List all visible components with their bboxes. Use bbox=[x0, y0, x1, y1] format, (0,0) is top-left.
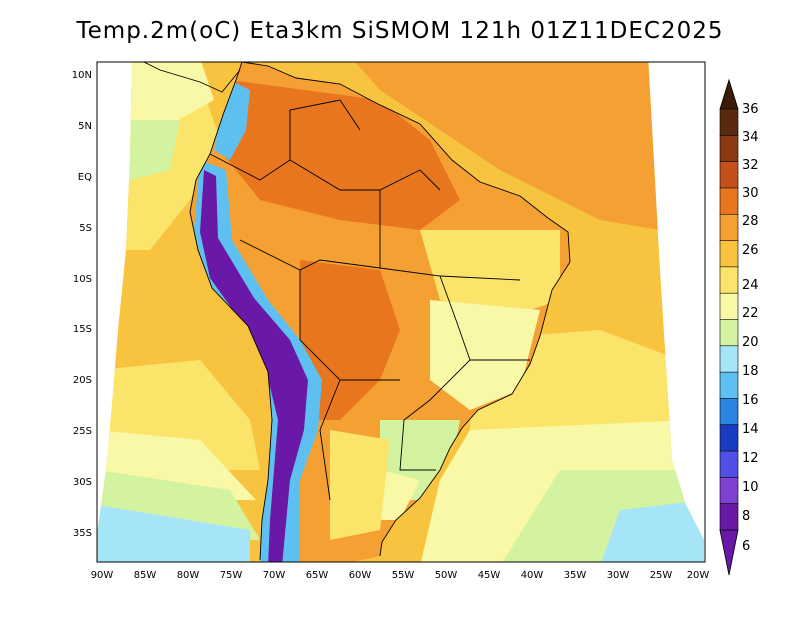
lat-tick-label: 30S bbox=[73, 477, 92, 488]
lon-tick-label: 45W bbox=[478, 570, 501, 581]
lon-tick-label: 90W bbox=[91, 570, 114, 581]
lat-tick-label: 20S bbox=[73, 375, 92, 386]
country-borders bbox=[189, 62, 571, 561]
lon-tick-label: 70W bbox=[263, 570, 286, 581]
map-title: Temp.2m(oC) Eta3km SiSMOM 121h 01Z11DEC2… bbox=[76, 18, 724, 44]
lon-tick-label: 85W bbox=[134, 570, 157, 581]
lat-tick-label: EQ bbox=[78, 172, 92, 183]
lat-tick-label: 10S bbox=[73, 274, 92, 285]
lon-tick-label: 55W bbox=[392, 570, 415, 581]
colorbar-swatch bbox=[719, 371, 739, 400]
colorbar-swatch bbox=[719, 108, 739, 137]
lat-tick-label: 25S bbox=[73, 426, 92, 437]
colorbar-label: 36 bbox=[742, 102, 759, 117]
lon-tick-label: 65W bbox=[306, 570, 329, 581]
lon-tick-label: 40W bbox=[521, 570, 544, 581]
colorbar-swatch bbox=[719, 450, 739, 479]
colorbar-label: 20 bbox=[742, 335, 759, 350]
lat-tick-label: 5S bbox=[79, 223, 92, 234]
colorbar-swatch bbox=[719, 213, 739, 242]
colorbar-swatch bbox=[719, 292, 739, 321]
colorbar-swatch bbox=[719, 319, 739, 347]
colorbar-label: 6 bbox=[742, 539, 750, 554]
colorbar-label: 10 bbox=[742, 480, 759, 495]
colorbar-label: 34 bbox=[742, 130, 759, 145]
colorbar-label: 18 bbox=[742, 364, 759, 379]
lon-tick-label: 35W bbox=[564, 570, 587, 581]
lon-tick-label: 80W bbox=[177, 570, 200, 581]
colorbar-arrow-top bbox=[719, 78, 739, 110]
latitude-axis: 10N 5N EQ 5S 10S 15S 20S 25S 30S 35S bbox=[72, 70, 92, 539]
colorbar-label: 22 bbox=[742, 306, 759, 321]
colorbar-swatch bbox=[719, 135, 739, 163]
plot-frame bbox=[96, 61, 706, 563]
lat-tick-label: 5N bbox=[78, 121, 92, 132]
colorbar-label: 30 bbox=[742, 186, 759, 201]
colorbar-swatch bbox=[719, 187, 739, 215]
colorbar-swatch bbox=[719, 240, 739, 268]
colorbar-swatch bbox=[719, 345, 739, 373]
colorbar-label: 28 bbox=[742, 214, 759, 229]
lon-tick-label: 60W bbox=[349, 570, 372, 581]
colorbar-label: 8 bbox=[742, 509, 750, 524]
colorbar-swatch bbox=[719, 503, 739, 531]
lon-tick-label: 75W bbox=[220, 570, 243, 581]
lat-tick-label: 10N bbox=[72, 70, 92, 81]
lon-tick-label: 30W bbox=[607, 570, 630, 581]
lat-tick-label: 35S bbox=[73, 528, 92, 539]
colorbar-label: 14 bbox=[742, 422, 759, 437]
colorbar-swatch bbox=[719, 477, 739, 505]
lon-tick-label: 25W bbox=[650, 570, 673, 581]
longitude-axis: 90W 85W 80W 75W 70W 65W 60W 55W 50W 45W … bbox=[91, 570, 710, 581]
colorbar-swatch bbox=[719, 424, 739, 452]
colorbar-arrow-bottom bbox=[719, 529, 739, 576]
colorbar-label: 24 bbox=[742, 278, 759, 293]
colorbar-label: 12 bbox=[742, 451, 759, 466]
colorbar: 36 34 32 30 28 26 24 22 20 18 16 14 12 1… bbox=[719, 78, 759, 576]
colorbar-swatch bbox=[719, 161, 739, 189]
colorbar-label: 26 bbox=[742, 243, 759, 258]
lon-tick-label: 20W bbox=[687, 570, 710, 581]
colorbar-swatch bbox=[719, 398, 739, 426]
colorbar-label: 16 bbox=[742, 393, 759, 408]
colorbar-label: 32 bbox=[742, 158, 759, 173]
lon-tick-label: 50W bbox=[435, 570, 458, 581]
lat-tick-label: 15S bbox=[73, 324, 92, 335]
colorbar-swatch bbox=[719, 266, 739, 294]
